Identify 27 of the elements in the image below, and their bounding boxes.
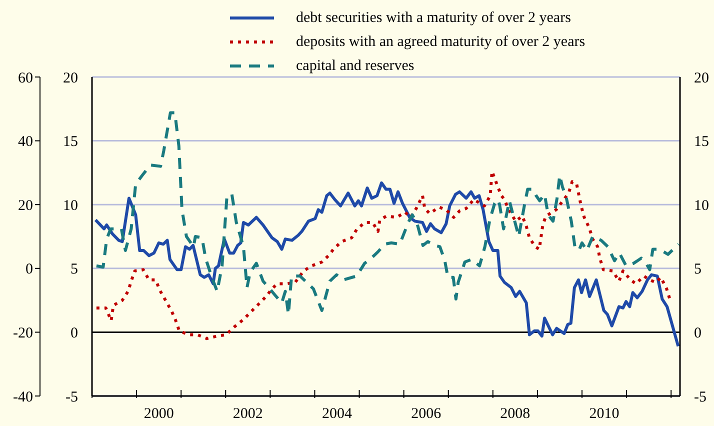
y3-tick-label: 20 (18, 198, 33, 214)
y-tick-label: 5 (70, 262, 78, 278)
y3-tick-label: 40 (18, 134, 33, 150)
x-tick-label: 2010 (589, 406, 620, 422)
y2-tick-label: 15 (694, 134, 709, 150)
y3-tick-label: -40 (13, 389, 33, 406)
y-tick-label: -5 (66, 389, 78, 406)
legend-label: debt securities with a maturity of over 2 years (296, 10, 571, 26)
x-tick-label: 2000 (144, 406, 174, 422)
y-tick-label: 10 (63, 198, 78, 214)
y3-tick-label: -20 (13, 326, 33, 342)
y2-tick-label: -5 (694, 389, 706, 406)
y3-tick-label: 60 (18, 70, 33, 86)
y-tick-label: 0 (70, 326, 78, 342)
y2-tick-label: 20 (694, 70, 709, 86)
y-tick-label: 15 (63, 134, 78, 150)
legend-label: capital and reserves (296, 58, 414, 74)
x-tick-label: 2002 (232, 406, 263, 422)
legend-label: deposits with an agreed maturity of over 2 years (296, 34, 586, 50)
y2-tick-label: 10 (694, 198, 709, 214)
y3-tick-label: 0 (26, 262, 33, 278)
x-tick-label: 2008 (500, 406, 530, 422)
x-tick-label: 2004 (322, 406, 352, 422)
y2-tick-label: 0 (694, 326, 702, 342)
x-tick-label: 2006 (411, 406, 442, 422)
y-tick-label: 20 (63, 70, 78, 86)
y2-tick-label: 5 (694, 262, 702, 278)
